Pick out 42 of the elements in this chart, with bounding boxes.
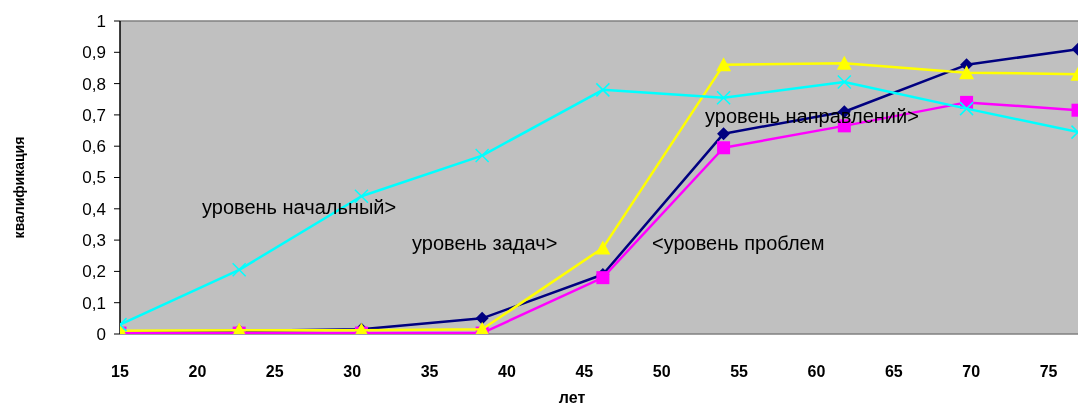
point <box>717 141 731 155</box>
y-tick-label: 0,4 <box>82 199 106 219</box>
y-axis-title: квалификация <box>11 136 27 239</box>
x-tick-label: 55 <box>730 363 749 380</box>
x-tick-label: 20 <box>188 363 207 380</box>
x-tick-label: 60 <box>807 363 826 380</box>
y-tick-label: 0,8 <box>82 74 106 94</box>
annotation: <уровень проблем <box>652 232 825 254</box>
point <box>959 101 974 116</box>
x-tick-label: 50 <box>652 363 671 380</box>
point <box>716 90 731 105</box>
y-tick-label: 0,9 <box>82 43 106 63</box>
y-tick-label: 0,6 <box>82 137 106 157</box>
y-tick-label: 0,2 <box>82 262 106 282</box>
point <box>474 321 490 334</box>
y-tick-label: 0,1 <box>82 293 106 313</box>
y-tick-label: 0,7 <box>82 105 106 125</box>
point <box>837 74 852 90</box>
x-tick-label: 35 <box>420 363 439 380</box>
point <box>717 127 731 141</box>
point <box>595 82 611 98</box>
x-tick-label: 25 <box>265 363 284 380</box>
y-tick-label: 1 <box>96 11 106 31</box>
x-tick-label: 40 <box>498 363 516 380</box>
point <box>836 55 852 70</box>
x-tick-label: 15 <box>111 363 129 380</box>
x-axis-title: лет <box>558 389 586 406</box>
x-tick-label: 45 <box>575 363 594 380</box>
annotation: уровень задач> <box>412 232 558 254</box>
point <box>475 311 489 325</box>
y-tick-label: 0,5 <box>82 168 106 188</box>
x-tick-label: 65 <box>884 363 903 380</box>
x-tick-label: 70 <box>962 363 981 380</box>
y-tick-label: 0,3 <box>82 231 106 251</box>
x-tick-label: 30 <box>343 363 362 380</box>
point <box>959 65 975 80</box>
y-tick-label: 0 <box>96 324 106 344</box>
point <box>595 240 611 255</box>
x-tick-label: 75 <box>1039 363 1058 380</box>
point <box>716 57 732 72</box>
point <box>231 262 247 278</box>
point <box>474 148 490 163</box>
